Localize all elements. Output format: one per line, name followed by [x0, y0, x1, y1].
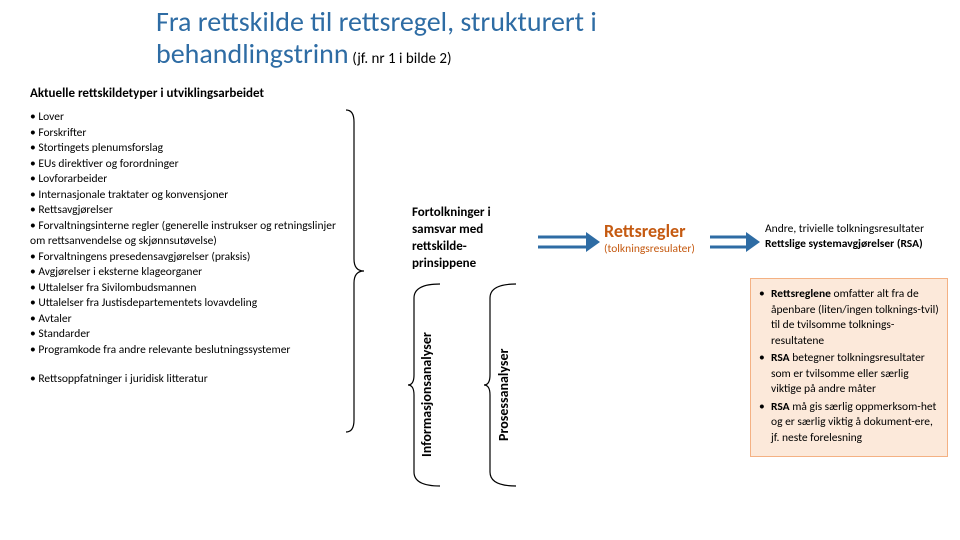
list-item: • Stortingets plenumsforslag	[30, 141, 340, 157]
section-heading: Aktuelle rettskildetyper i utviklingsarb…	[30, 86, 264, 101]
source-types-list: • Lover• Forskrifter• Stortingets plenum…	[30, 110, 340, 388]
list-item: • Uttalelser fra Sivilombudsmannen	[30, 281, 340, 297]
slide-title-block: Fra rettskilde til rettsregel, strukture…	[156, 6, 776, 70]
list-item: • Forvaltningsinterne regler (generelle …	[30, 219, 340, 250]
fortolkninger-text: Fortolkninger i samsvar med rettskilde-p…	[412, 205, 527, 273]
rsa-list: Rettsreglene omfatter alt fra de åpenbar…	[757, 287, 941, 446]
rsa-box: Rettsreglene omfatter alt fra de åpenbar…	[750, 278, 948, 457]
list-item: • Forskrifter	[30, 126, 340, 142]
secondary-text: Rettsoppfatninger i juridisk litteratur	[38, 372, 207, 386]
grouping-bracket	[344, 108, 368, 434]
list-item: • Lovforarbeider	[30, 172, 340, 188]
list-item: • Programkode fra andre relevante beslut…	[30, 343, 340, 359]
right-top-line2: Rettslige systemavgjørelser (RSA)	[765, 237, 950, 252]
secondary-item: • Rettsoppfatninger i juridisk litteratu…	[30, 372, 340, 388]
right-top-text: Andre, trivielle tolkningsresultater Ret…	[765, 222, 950, 252]
list-item: • EUs direktiver og forordninger	[30, 157, 340, 173]
list-item: • Standarder	[30, 327, 340, 343]
rsa-item: RSA betegner tolkningsresultater som er …	[771, 351, 941, 398]
list-item: • Forvaltningens presedensavgjørelser (p…	[30, 250, 340, 266]
vertical-label-informasjon: Informasjonsanalyser	[418, 300, 435, 490]
slide-subtitle: (jf. nr 1 i bilde 2)	[352, 50, 451, 68]
list-item: • Avgjørelser i eksterne klageorganer	[30, 265, 340, 281]
list-item: • Internasjonale traktater og konvensjon…	[30, 188, 340, 204]
list-item: • Avtaler	[30, 312, 340, 328]
vertical-label-prosess: Prosessanalyser	[495, 300, 512, 490]
list-item: • Uttalelser fra Justisdepartementets lo…	[30, 296, 340, 312]
rsa-item: Rettsreglene omfatter alt fra de åpenbar…	[771, 287, 941, 349]
arrow-to-rettsregler	[538, 229, 600, 255]
list-item: • Lover	[30, 110, 340, 126]
primary-list: • Lover• Forskrifter• Stortingets plenum…	[30, 110, 340, 358]
rsa-item: RSA må gis særlig oppmerksom-het og er s…	[771, 400, 941, 447]
right-top-line1: Andre, trivielle tolkningsresultater	[765, 222, 950, 237]
list-item: • Rettsavgjørelser	[30, 203, 340, 219]
arrow-to-right	[710, 229, 760, 255]
